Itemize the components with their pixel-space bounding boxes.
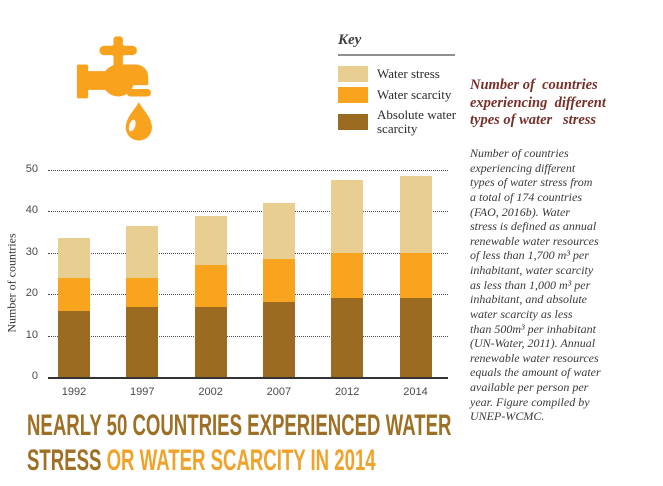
bar-segment-water-stress [58, 238, 90, 278]
key-item-label: Water stress [377, 65, 440, 81]
gridline [48, 252, 448, 254]
bar-segment-absolute-water-scarcity [399, 298, 432, 377]
chart-key: Key Water stress Water scarcity Absolute… [338, 32, 466, 141]
bar-segment-absolute-water-scarcity [331, 298, 364, 377]
x-tick-label: 2007 [266, 386, 292, 398]
headline-text-accent: OR WATER SCARCITY IN 2014 [106, 444, 376, 477]
water-tap-icon [76, 36, 152, 141]
key-item-water-stress: Water stress [338, 66, 466, 82]
figure-title: Number of countries experiencing differe… [470, 77, 606, 129]
x-tick-label: 1992 [61, 386, 87, 398]
headline-text-primary: NEARLY 50 COUNTRIES EXPERIENCED WATER [27, 409, 452, 442]
headline-line-1: NEARLY 50 COUNTRIES EXPERIENCED WATER [27, 408, 451, 443]
y-tick-label: 30 [25, 245, 38, 258]
plot-area [48, 170, 448, 379]
bar-segment-absolute-water-scarcity [262, 302, 295, 377]
headline-text-primary: STRESS [27, 444, 107, 477]
x-tick-label: 2002 [198, 386, 223, 398]
gridline [48, 294, 448, 296]
y-tick-label: 0 [31, 370, 38, 382]
x-tick-label: 1997 [130, 386, 155, 398]
key-item-label: Absolute water scarcity [377, 107, 457, 137]
bar-segment-water-stress [194, 215, 227, 266]
water-scarcity-swatch [338, 87, 368, 103]
bar-segment-water-scarcity [399, 252, 432, 299]
x-tick-label: 2014 [403, 386, 428, 398]
bar-chart: Number of countries 0 10 20 30 40 50 1992 1997 2… [0, 160, 465, 408]
headline-line-2: STRESS OR WATER SCARCITY IN 2014 [27, 443, 451, 478]
bar-segment-absolute-water-scarcity [58, 310, 90, 377]
key-item-water-scarcity: Water scarcity [338, 87, 466, 103]
y-tick-label: 50 [25, 163, 38, 175]
bar-segment-water-scarcity [126, 277, 159, 307]
bar-segment-water-scarcity [58, 277, 90, 311]
bar-segment-water-stress [331, 180, 364, 253]
gridline [48, 170, 448, 171]
bar-segment-water-scarcity [331, 252, 364, 299]
key-title: Key [338, 32, 362, 48]
y-tick-label: 10 [25, 328, 38, 341]
water-stress-swatch [338, 66, 368, 82]
bar-segment-absolute-water-scarcity [126, 306, 159, 377]
key-divider [338, 54, 455, 56]
y-tick-label: 40 [25, 204, 38, 217]
gridline [48, 211, 448, 213]
bar-segment-water-scarcity [194, 265, 227, 307]
y-tick-label: 20 [25, 287, 38, 300]
x-tick-label: 2012 [334, 386, 360, 398]
headline: NEARLY 50 COUNTRIES EXPERIENCED WATER ST… [27, 408, 663, 478]
key-item-label: Water scarcity [377, 86, 452, 102]
figure-caption: Number of countries experiencing differe… [470, 146, 601, 424]
bar-segment-water-stress [262, 203, 295, 260]
bar-segment-absolute-water-scarcity [194, 306, 227, 377]
bar-segment-water-scarcity [262, 259, 295, 303]
key-item-absolute-water-scarcity: Absolute water scarcity [338, 107, 466, 137]
bar-segment-water-stress [399, 176, 432, 253]
bar-segment-water-stress [126, 225, 159, 278]
absolute-water-scarcity-swatch [338, 114, 368, 131]
gridline [48, 335, 448, 337]
